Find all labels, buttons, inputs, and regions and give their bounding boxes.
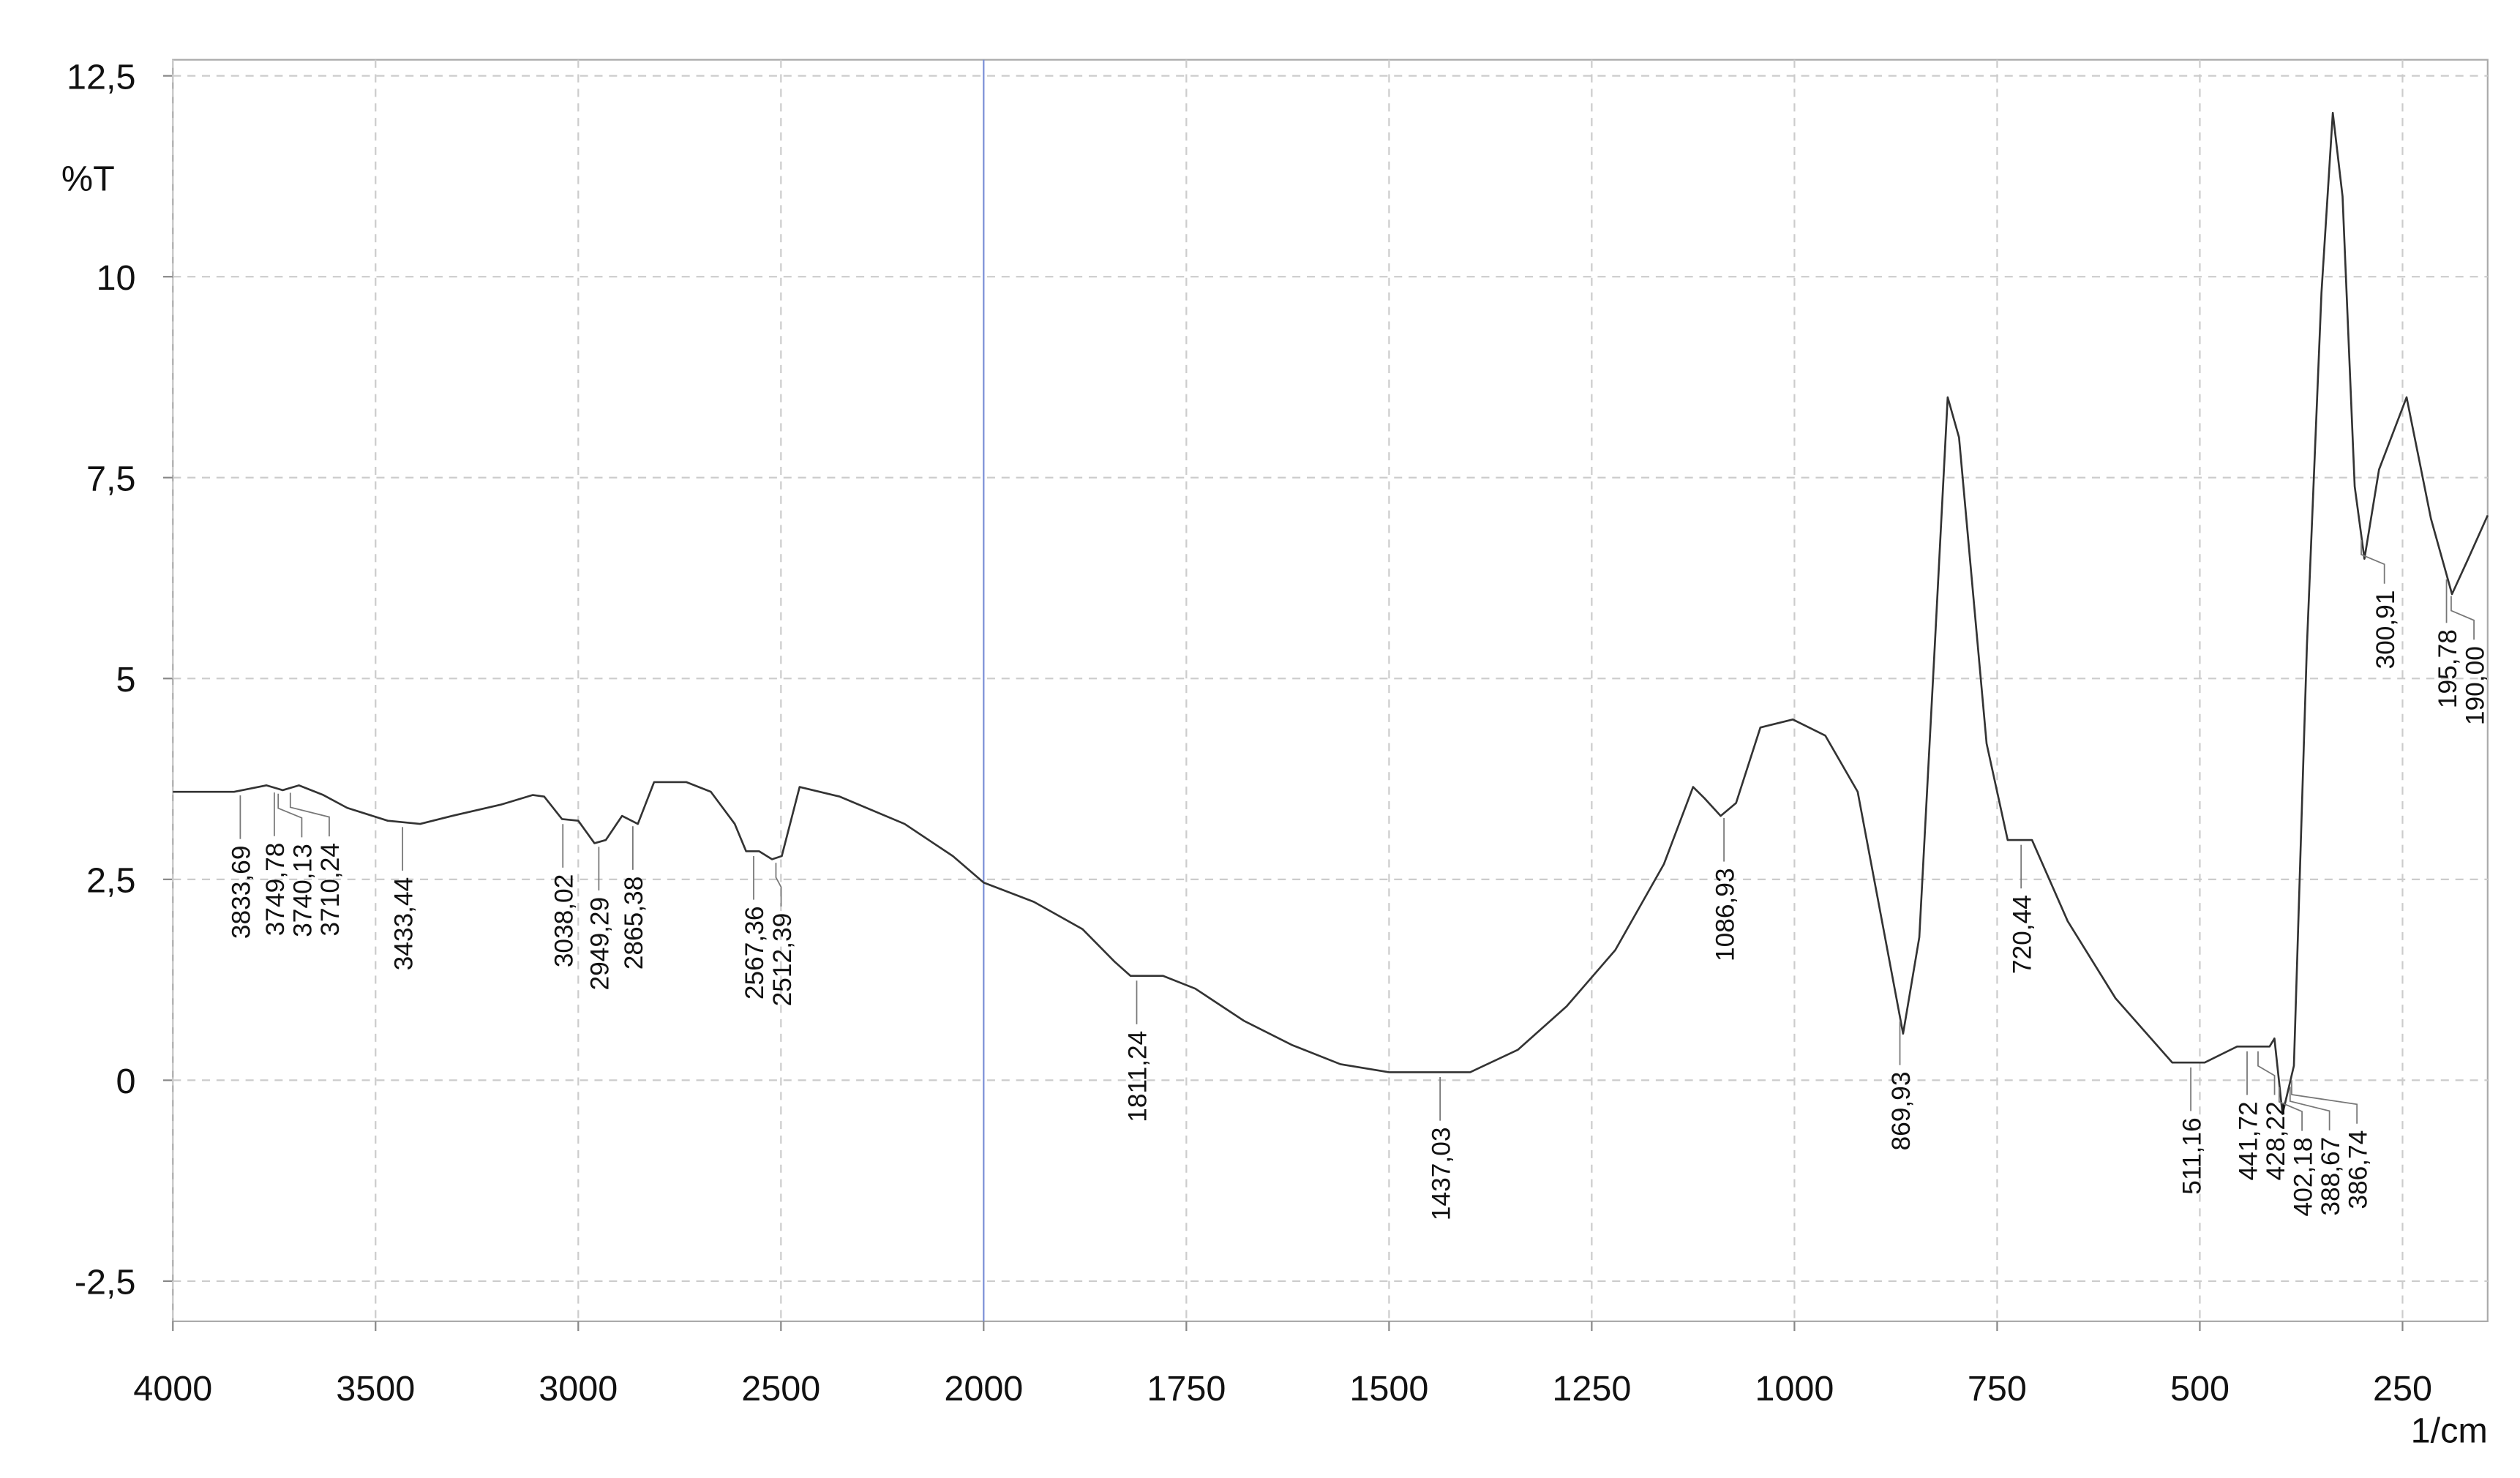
peak-label: 2949,29 — [586, 897, 615, 991]
x-tick-label: 1000 — [1755, 1369, 1834, 1408]
peak-label: 869,93 — [1887, 1072, 1916, 1151]
peak-label: 2865,38 — [620, 877, 648, 970]
peak-label: 190,00 — [2461, 646, 2489, 725]
x-tick-label: 1750 — [1147, 1369, 1226, 1408]
peak-label: 1437,03 — [1427, 1127, 1455, 1220]
peak-connector — [2360, 540, 2385, 584]
y-tick-label: 7,5 — [86, 459, 136, 498]
peak-label: 3740,13 — [289, 844, 318, 937]
peak-label: 386,74 — [2344, 1130, 2372, 1209]
y-tick-label: 0 — [116, 1062, 135, 1101]
peak-label: 3433,44 — [389, 877, 418, 971]
x-tick-label: 4000 — [133, 1369, 212, 1408]
x-tick-label: 1250 — [1552, 1369, 1631, 1408]
x-tick-label: 500 — [2170, 1369, 2230, 1408]
peak-label: 1811,24 — [1124, 1031, 1152, 1122]
x-tick-label: 2500 — [741, 1369, 820, 1408]
peak-label: 441,72 — [2234, 1101, 2262, 1180]
x-tick-label: 3000 — [539, 1369, 618, 1408]
spectrum-line — [173, 111, 2489, 1115]
peak-connector — [2291, 1080, 2358, 1124]
x-tick-label: 750 — [1968, 1369, 2027, 1408]
peak-label: 428,22 — [2262, 1101, 2290, 1180]
peak-connector — [2450, 596, 2475, 640]
y-tick-label: 5 — [116, 660, 135, 699]
peak-connector — [2257, 1051, 2276, 1095]
peak-label: 195,78 — [2434, 629, 2462, 708]
peak-label: 511,16 — [2178, 1117, 2206, 1194]
y-tick-label: -2,5 — [75, 1263, 136, 1302]
peak-label: 2567,36 — [740, 906, 769, 999]
peak-label: 720,44 — [2008, 895, 2036, 974]
peak-label: 3833,69 — [228, 846, 256, 939]
x-axis-label: 1/cm — [2411, 1411, 2488, 1450]
y-axis-label: %T — [61, 160, 115, 199]
peak-label: 3038,02 — [550, 874, 578, 968]
x-tick-label: 2000 — [944, 1369, 1023, 1408]
x-tick-label: 1500 — [1349, 1369, 1428, 1408]
x-tick-label: 250 — [2373, 1369, 2432, 1408]
peak-label: 300,91 — [2371, 590, 2400, 669]
peak-connector — [2278, 1087, 2303, 1131]
x-tick-label: 3500 — [336, 1369, 415, 1408]
peak-label: 2512,39 — [768, 913, 797, 1007]
peak-connector — [775, 863, 782, 907]
y-tick-label: 12,5 — [67, 57, 136, 97]
peak-label: 388,67 — [2317, 1137, 2345, 1216]
peak-connector — [277, 793, 303, 838]
peak-label: 402,18 — [2289, 1137, 2317, 1216]
y-tick-label: 10 — [96, 258, 135, 298]
y-tick-label: 2,5 — [86, 861, 136, 901]
peak-label: 3749,78 — [261, 843, 290, 937]
peak-label: 3710,24 — [316, 843, 345, 937]
peak-connector — [289, 792, 330, 837]
plot-frame — [172, 59, 2489, 1322]
peak-label: 1086,93 — [1711, 868, 1739, 961]
peak-connector — [2289, 1087, 2330, 1130]
